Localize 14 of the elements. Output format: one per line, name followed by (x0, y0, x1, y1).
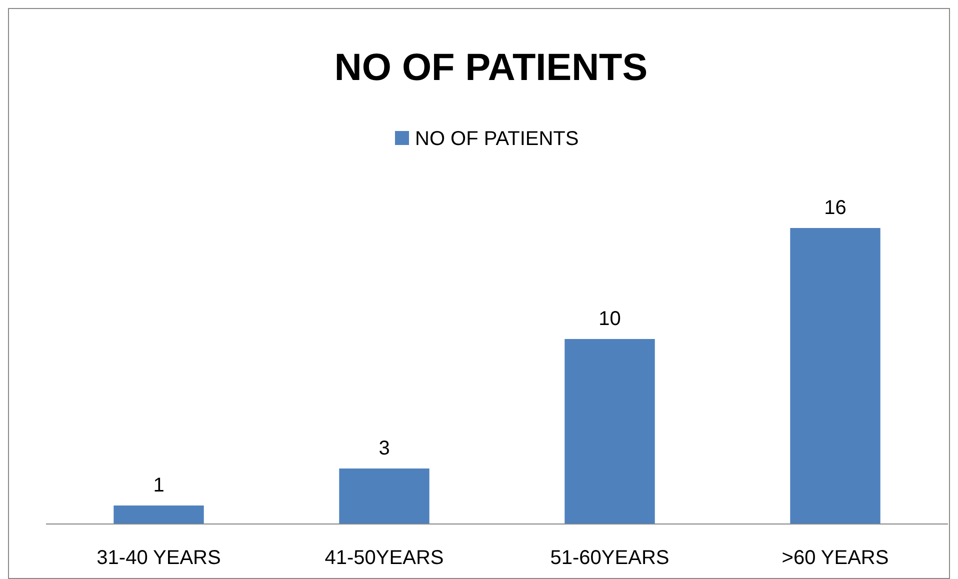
bar (114, 506, 204, 524)
bar (564, 339, 655, 524)
chart-title: NO OF PATIENTS (334, 47, 648, 89)
bar (339, 468, 430, 524)
data-label: 16 (824, 197, 846, 219)
data-label: 10 (598, 308, 621, 330)
data-label: 1 (153, 474, 164, 496)
x-tick-label: 31-40 YEARS (96, 547, 221, 569)
legend-label: NO OF PATIENTS (415, 128, 579, 150)
x-tick-label: >60 YEARS (782, 547, 889, 569)
x-tick-label: 41-50YEARS (324, 547, 444, 569)
bar (790, 228, 880, 524)
data-label: 3 (378, 438, 390, 460)
x-tick-label: 51-60YEARS (550, 547, 670, 569)
